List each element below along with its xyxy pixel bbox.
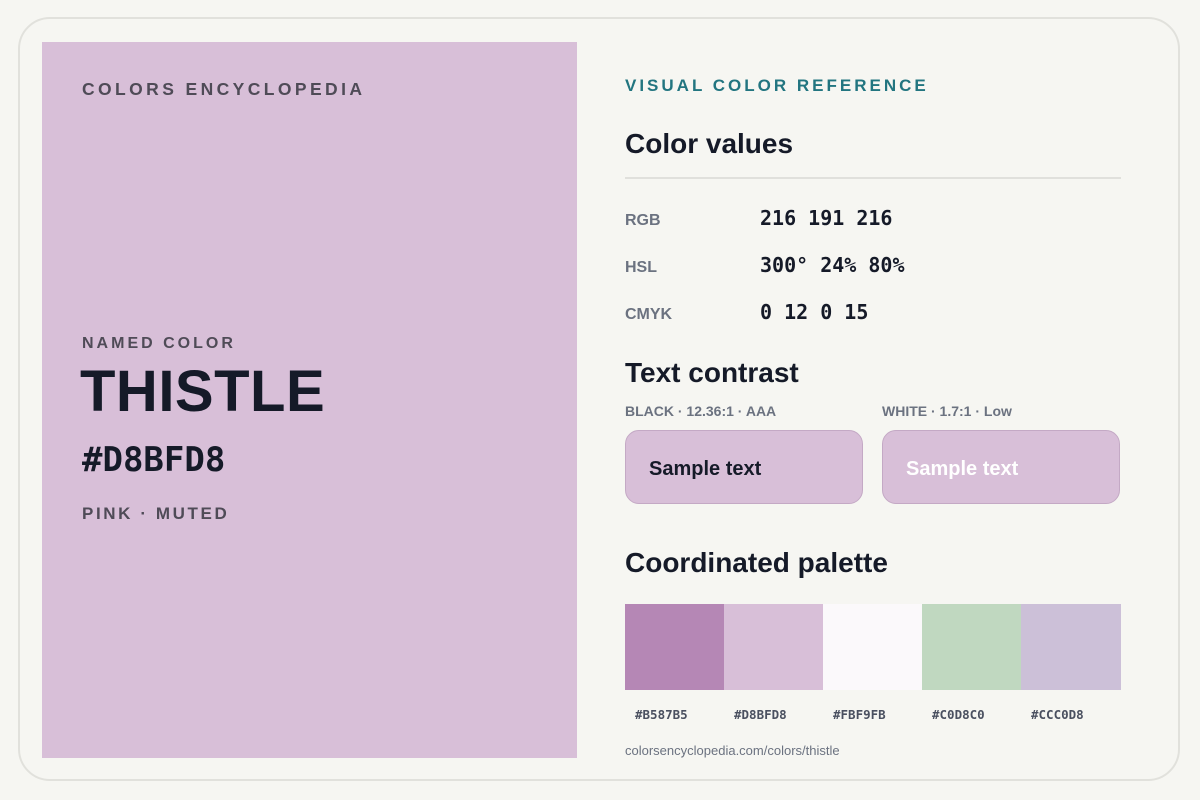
contrast-sample-white: Sample text xyxy=(882,430,1120,504)
palette-swatch[interactable] xyxy=(724,604,823,690)
value-text[interactable]: 0 12 0 15 xyxy=(760,300,869,324)
palette-hex: #FBF9FB xyxy=(833,707,886,722)
value-label: CMYK xyxy=(625,306,673,323)
value-text[interactable]: 216 191 216 xyxy=(760,206,893,230)
value-row-hsl: HSL 300° 24% 80% xyxy=(625,253,1121,281)
color-hex: #D8BFD8 xyxy=(82,440,226,480)
palette-swatch[interactable] xyxy=(823,604,922,690)
palette-heading: Coordinated palette xyxy=(625,547,888,578)
contrast-sample-black: Sample text xyxy=(625,430,863,504)
palette-hex: #D8BFD8 xyxy=(734,707,787,722)
palette-swatch[interactable] xyxy=(1021,604,1121,690)
palette-hex: #CCC0D8 xyxy=(1031,707,1084,722)
reference-label: VISUAL COLOR REFERENCE xyxy=(625,76,929,95)
value-row-cmyk: CMYK 0 12 0 15 xyxy=(625,300,1121,328)
reference-panel: VISUAL COLOR REFERENCE Color values RGB … xyxy=(625,0,1121,800)
sample-text: Sample text xyxy=(649,458,762,480)
brand-label: COLORS ENCYCLOPEDIA xyxy=(82,79,366,99)
contrast-caption-black: BLACK · 12.36:1 · AAA xyxy=(625,403,777,419)
palette-swatch[interactable] xyxy=(625,604,724,690)
values-heading: Color values xyxy=(625,128,794,159)
value-label: HSL xyxy=(625,259,657,276)
value-row-rgb: RGB 216 191 216 xyxy=(625,206,1121,234)
named-color-label: NAMED COLOR xyxy=(82,335,236,352)
palette-swatch[interactable] xyxy=(922,604,1021,690)
contrast-caption-white: WHITE · 1.7:1 · Low xyxy=(882,403,1012,419)
palette-swatches xyxy=(625,604,1121,690)
palette-hex: #C0D8C0 xyxy=(932,707,985,722)
contrast-heading: Text contrast xyxy=(625,357,799,388)
divider xyxy=(625,177,1121,179)
color-swatch-panel: COLORS ENCYCLOPEDIA NAMED COLOR THISTLE … xyxy=(42,42,577,758)
sample-text: Sample text xyxy=(906,458,1019,480)
value-text[interactable]: 300° 24% 80% xyxy=(760,253,905,277)
color-tags: PINK · MUTED xyxy=(82,504,230,523)
value-label: RGB xyxy=(625,212,661,229)
source-link[interactable]: colorsencyclopedia.com/colors/thistle xyxy=(625,743,840,758)
color-name: THISTLE xyxy=(80,359,326,424)
palette-hex: #B587B5 xyxy=(635,707,688,722)
palette-hex-labels: #B587B5 #D8BFD8 #FBF9FB #C0D8C0 #CCC0D8 xyxy=(625,707,1121,722)
